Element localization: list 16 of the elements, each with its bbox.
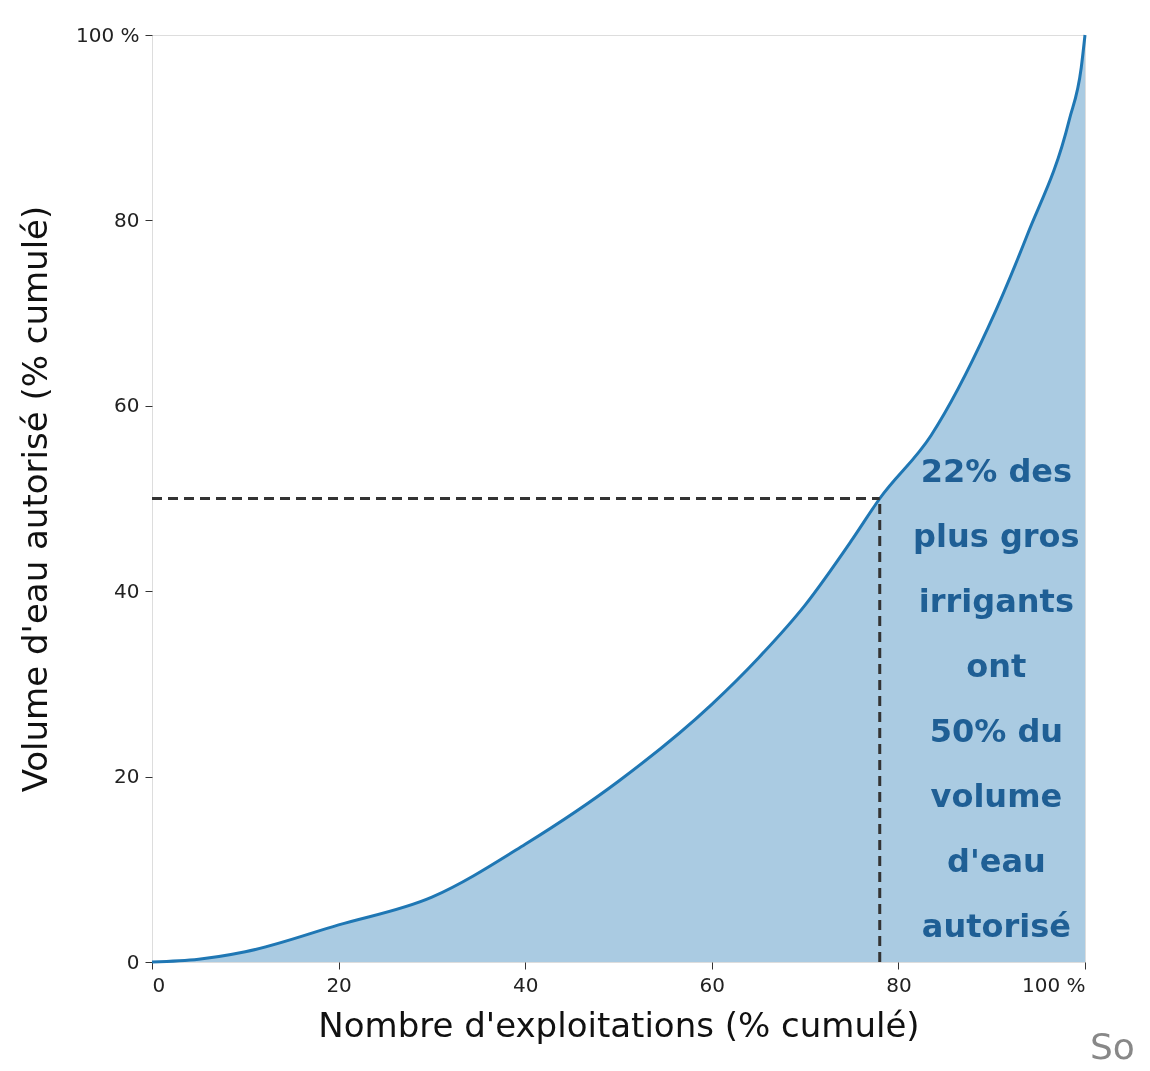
annotation: 22% des plus gros irrigants ont 50% du volume d'eau autorisé [913,451,1080,945]
y-tick-label: 0 [126,949,140,974]
x-tick-label: 80 [886,972,912,997]
x-tick-label: 60 [699,972,726,997]
x-tick-label: 100 % [1021,972,1086,997]
y-tick-label: 60 [114,393,140,418]
y-tick-label: 20 [114,764,140,789]
y-tick-label: 80 [114,207,140,232]
x-tick-label: 40 [512,972,539,997]
y-tick-label: 100 % [75,22,140,47]
y-axis-title: Volume d'eau autorisé (% cumulé) [14,205,55,793]
text: So [1090,1026,1135,1067]
y-tick-label: 40 [114,578,140,603]
x-tick-label: 0 [152,972,166,997]
x-tick-label: 20 [326,972,352,997]
x-axis-title: Nombre d'exploitations (% cumulé) [318,1004,920,1045]
